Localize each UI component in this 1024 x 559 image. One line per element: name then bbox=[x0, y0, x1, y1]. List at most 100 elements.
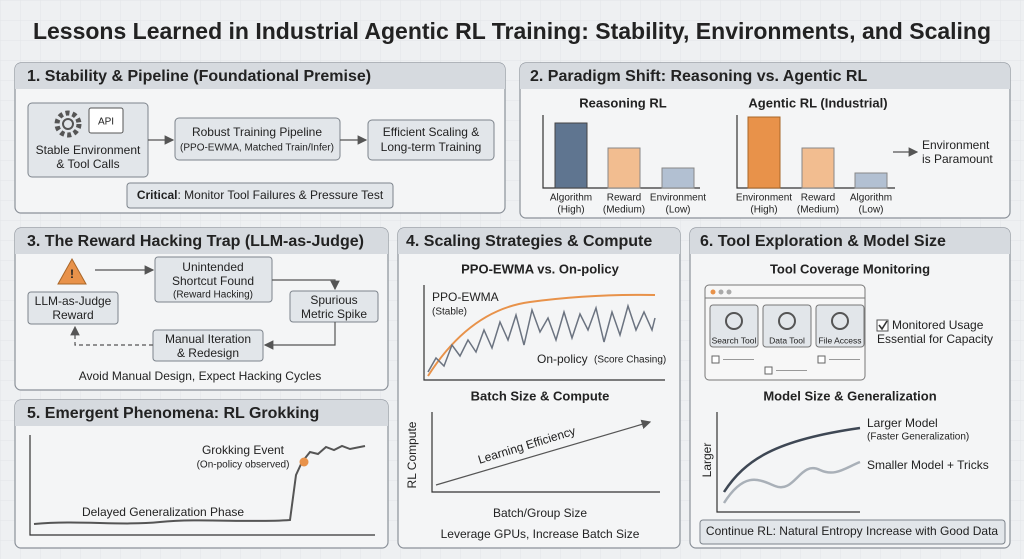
annotation: Smaller Model + Tricks bbox=[867, 458, 989, 472]
heading: 1. Stability & Pipeline (Foundational Pr… bbox=[27, 68, 371, 85]
window-dot bbox=[726, 289, 732, 295]
bar-label: Environment bbox=[736, 193, 792, 204]
tool-label: File Access bbox=[819, 335, 862, 345]
axis bbox=[29, 435, 375, 536]
window-dot bbox=[710, 289, 716, 295]
node bbox=[174, 117, 341, 161]
bar-label: Algorithm bbox=[850, 193, 892, 204]
annotation: Monitored Usage bbox=[892, 318, 984, 332]
checkbox bbox=[764, 366, 773, 375]
footer: Leverage GPUs, Increase Batch Size bbox=[441, 527, 640, 541]
curve bbox=[427, 293, 656, 377]
node-label: & Tool Calls bbox=[56, 157, 119, 171]
node bbox=[289, 290, 379, 323]
tool-box bbox=[709, 304, 759, 348]
shape: Search Tool Data Tool File Access bbox=[709, 304, 865, 375]
bar-label: (Medium) bbox=[797, 205, 839, 216]
bar-label: (Low) bbox=[858, 205, 883, 216]
annotation: Grokking Event bbox=[202, 443, 285, 457]
node-label: Spurious bbox=[310, 293, 357, 307]
api-icon bbox=[88, 107, 124, 134]
window-dot bbox=[718, 289, 724, 295]
curve bbox=[722, 426, 861, 493]
subtitle: PPO-EWMA vs. On-policy bbox=[461, 261, 619, 276]
checkbox bbox=[876, 319, 889, 332]
x-label: Batch/Group Size bbox=[493, 506, 587, 520]
bar bbox=[801, 147, 835, 189]
axis bbox=[736, 115, 895, 189]
node bbox=[367, 119, 495, 161]
panel-header bbox=[15, 228, 388, 254]
bar bbox=[661, 167, 695, 189]
footer: Continue RL: Natural Entropy Increase wi… bbox=[706, 524, 998, 538]
panel-header bbox=[398, 228, 680, 254]
axis bbox=[431, 412, 660, 493]
axis bbox=[542, 115, 700, 189]
tool-icon bbox=[778, 312, 796, 330]
node-sublabel: (Reward Hacking) bbox=[173, 290, 253, 301]
annotation: (Faster Generalization) bbox=[867, 432, 969, 443]
icon-label: API bbox=[98, 117, 114, 128]
node-label: Long-term Training bbox=[381, 140, 482, 154]
bar-label: Algorithm bbox=[550, 193, 592, 204]
annotation: PPO-EWMA bbox=[432, 290, 499, 304]
arrow bbox=[263, 322, 336, 350]
node-label: Robust Training Pipeline bbox=[192, 125, 322, 139]
bar-label: (High) bbox=[557, 205, 584, 216]
panel-header bbox=[15, 63, 505, 89]
bar-label: (High) bbox=[750, 205, 777, 216]
conclusion: Environment bbox=[922, 138, 990, 152]
tool-label: Data Tool bbox=[769, 335, 805, 345]
heading: 5. Emergent Phenomena: RL Grokking bbox=[27, 405, 319, 422]
node-label: Efficient Scaling & bbox=[383, 125, 480, 139]
panel-header bbox=[15, 400, 388, 426]
note-box bbox=[699, 519, 1006, 545]
tool-icon bbox=[725, 312, 743, 330]
annotation: Larger Model bbox=[867, 416, 938, 430]
footer: Avoid Manual Design, Expect Hacking Cycl… bbox=[79, 369, 322, 383]
subtitle: Tool Coverage Monitoring bbox=[770, 261, 930, 276]
annotation: Essential for Capacity bbox=[877, 332, 993, 346]
bar bbox=[854, 172, 888, 189]
node-label: LLM-as-Judge bbox=[35, 294, 112, 308]
y-label: Larger bbox=[700, 443, 714, 478]
curve bbox=[33, 444, 366, 525]
checkbox bbox=[817, 355, 826, 364]
heading: 6. Tool Exploration & Model Size bbox=[700, 233, 946, 250]
gear-icon bbox=[62, 118, 74, 130]
annotation: (On-policy observed) bbox=[197, 460, 290, 471]
subtitle: Model Size & Generalization bbox=[763, 388, 936, 403]
axis bbox=[423, 285, 665, 381]
arrow bbox=[272, 279, 340, 291]
arrow bbox=[70, 325, 153, 346]
node bbox=[27, 291, 119, 325]
title: Lessons Learned in Industrial Agentic RL… bbox=[33, 18, 991, 44]
curve bbox=[722, 460, 861, 504]
bar-label: (Medium) bbox=[603, 205, 645, 216]
tool-label: Search Tool bbox=[712, 335, 757, 345]
y-label: RL Compute bbox=[405, 421, 419, 488]
subtitle: Agentic RL (Industrial) bbox=[748, 95, 887, 110]
node-label: Manual Iteration bbox=[165, 332, 251, 346]
annotation: (Stable) bbox=[432, 307, 467, 318]
warning-icon: ! bbox=[70, 267, 74, 281]
curve bbox=[427, 303, 656, 373]
note-box bbox=[126, 182, 394, 209]
warning-icon bbox=[57, 257, 87, 285]
annotation: Delayed Generalization Phase bbox=[82, 505, 244, 519]
arrow bbox=[435, 419, 652, 486]
subtitle: Reasoning RL bbox=[579, 95, 666, 110]
node-label: Unintended bbox=[182, 260, 243, 274]
panel-header bbox=[690, 228, 1010, 254]
annotation: On-policy bbox=[537, 352, 588, 366]
gear-icon bbox=[54, 110, 82, 138]
checkmark bbox=[878, 320, 888, 331]
note-bold: Critical bbox=[137, 188, 178, 202]
panel-header bbox=[520, 63, 1010, 89]
node-label: Stable Environment bbox=[36, 143, 141, 157]
bar bbox=[747, 116, 781, 189]
annotation: (Score Chasing) bbox=[594, 355, 666, 366]
